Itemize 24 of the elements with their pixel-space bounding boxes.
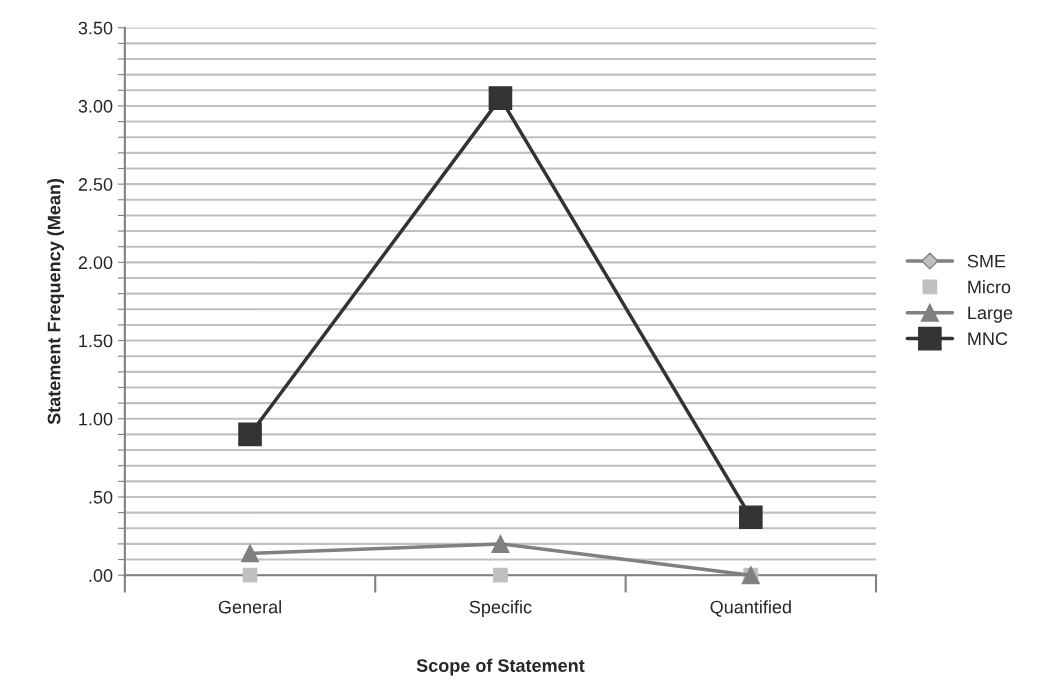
legend-label: SME [967,254,1006,268]
legend-label: MNC [968,332,1008,346]
y-tick-label: 1.00 [79,412,113,426]
y-tick-label: 2.50 [78,178,113,191]
y-tick-label: 3.00 [78,99,113,113]
y-axis-title: Statement Frequency (Mean) [47,178,65,425]
point [493,567,508,583]
y-tick-label: .50 [89,490,113,504]
point [739,505,763,530]
point [488,86,513,110]
y-tick-label: 3.50 [78,21,113,35]
x-tick-label: Specific [469,600,532,618]
y-tick-label: .00 [89,569,113,582]
point [238,422,262,447]
x-axis-title: Scope of Statement [416,658,585,676]
point [241,544,260,563]
y-tick-label: 1.50 [79,334,113,348]
x-tick-label: Quantified [710,600,791,617]
point [491,534,510,553]
y-tick-label: 2.00 [78,256,113,270]
x-tick-label: General [218,600,281,614]
point [242,567,258,583]
legend-label: Large [968,306,1013,323]
legend-label: Micro [968,280,1011,294]
